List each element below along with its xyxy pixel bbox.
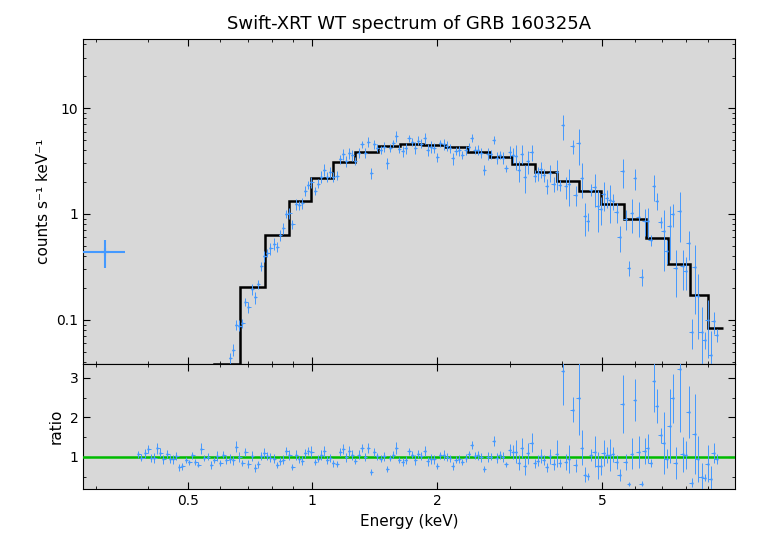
X-axis label: Energy (keV): Energy (keV)	[360, 514, 459, 529]
Title: Swift-XRT WT spectrum of GRB 160325A: Swift-XRT WT spectrum of GRB 160325A	[227, 15, 591, 33]
Y-axis label: ratio: ratio	[49, 409, 64, 444]
Y-axis label: counts s⁻¹ keV⁻¹: counts s⁻¹ keV⁻¹	[36, 139, 51, 264]
